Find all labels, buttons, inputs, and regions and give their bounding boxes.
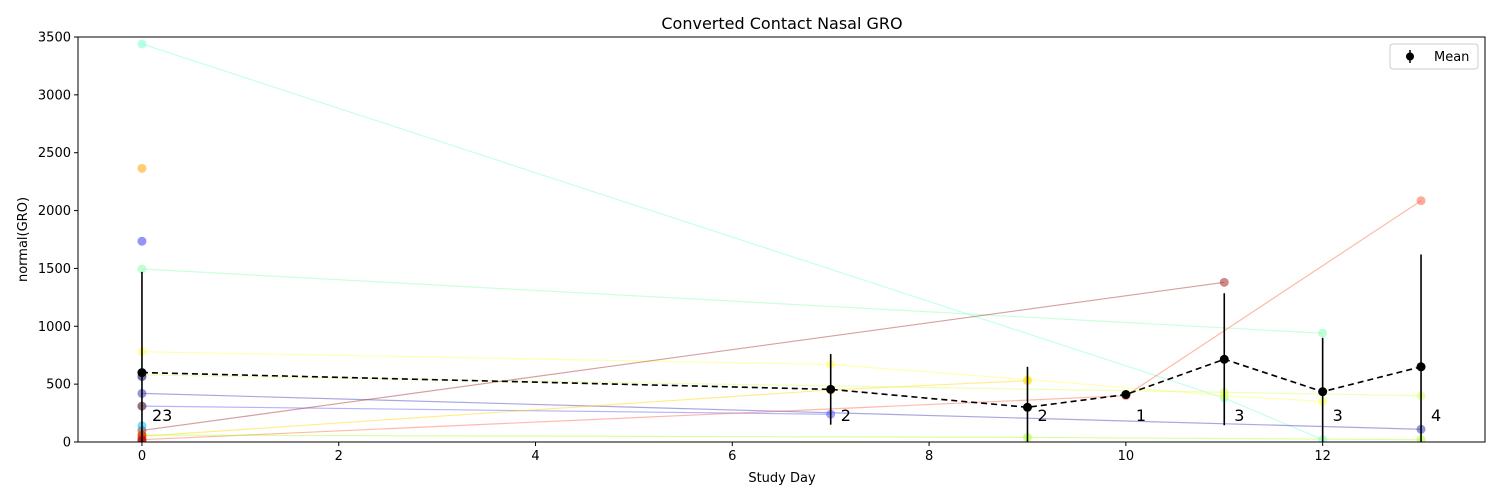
x-tick-label-3: 6 xyxy=(728,449,736,464)
legend-mean-label: Mean xyxy=(1434,50,1469,65)
y-tick-label-0: 0 xyxy=(63,436,71,451)
subject-point-9-1 xyxy=(1219,277,1229,287)
y-tick-label-6: 3000 xyxy=(38,88,71,103)
x-tick-label-6: 12 xyxy=(1314,449,1331,464)
plot-frame xyxy=(77,36,1486,443)
mean-point-1 xyxy=(826,384,836,394)
y-tick-label-1: 500 xyxy=(46,378,71,393)
count-label-4: 3 xyxy=(1234,406,1244,425)
y-axis: 0 500 1000 1500 2000 2500 3000 3500 xyxy=(38,31,78,451)
mean-point-0 xyxy=(137,368,147,378)
y-tick-label-5: 2500 xyxy=(38,146,71,161)
mean-point-6 xyxy=(1416,362,1426,372)
y-tick-label-2: 1000 xyxy=(38,320,71,335)
count-label-3: 1 xyxy=(1136,406,1146,425)
subject-point-2-0 xyxy=(137,163,147,173)
x-tick-label-0: 0 xyxy=(138,449,146,464)
mean-point-5 xyxy=(1318,387,1328,397)
subject-point-0-0 xyxy=(137,39,147,49)
subject-point-3-0 xyxy=(137,236,147,246)
x-tick-label-2: 4 xyxy=(531,449,539,464)
subject-line-13 xyxy=(141,434,1422,441)
subject-line-6 xyxy=(141,405,831,415)
plot-area: 23 2 2 1 3 3 4 xyxy=(137,39,1441,442)
chart-title: Converted Contact Nasal GRO xyxy=(661,14,902,33)
count-label-2: 2 xyxy=(1037,406,1047,425)
mean-point-2 xyxy=(1022,402,1032,412)
legend-box xyxy=(1389,43,1479,70)
x-axis-title: Study Day xyxy=(748,471,816,486)
subject-line-7 xyxy=(141,380,1028,437)
subject-line-5 xyxy=(141,392,1422,430)
x-tick-label-5: 10 xyxy=(1118,449,1135,464)
subject-point-1-0 xyxy=(137,264,147,274)
y-tick-label-3: 1500 xyxy=(38,262,71,277)
subject-line-4 xyxy=(141,351,1323,403)
mean-point-3 xyxy=(1121,390,1131,400)
subject-line-9 xyxy=(141,281,1225,432)
subject-line-0 xyxy=(141,43,1323,441)
y-tick-label-4: 2000 xyxy=(38,204,71,219)
count-label-5: 3 xyxy=(1333,406,1343,425)
count-label-6: 4 xyxy=(1431,406,1441,425)
y-axis-title: normal(GRO) xyxy=(16,197,31,282)
subject-point-1-1 xyxy=(1318,328,1328,338)
legend-mean-marker xyxy=(1406,52,1414,61)
x-tick-label-4: 8 xyxy=(925,449,933,464)
mean-point-4 xyxy=(1219,354,1229,364)
x-axis: 0 2 4 6 8 10 12 xyxy=(138,442,1331,464)
subject-line-1 xyxy=(141,268,1323,334)
subject-point-10-2 xyxy=(1416,196,1426,206)
legend: Mean xyxy=(1389,43,1479,70)
count-label-0: 23 xyxy=(152,406,172,425)
series-layer xyxy=(137,39,1426,442)
y-tick-label-7: 3500 xyxy=(38,31,71,46)
count-label-1: 2 xyxy=(841,406,851,425)
x-tick-label-1: 2 xyxy=(335,449,343,464)
